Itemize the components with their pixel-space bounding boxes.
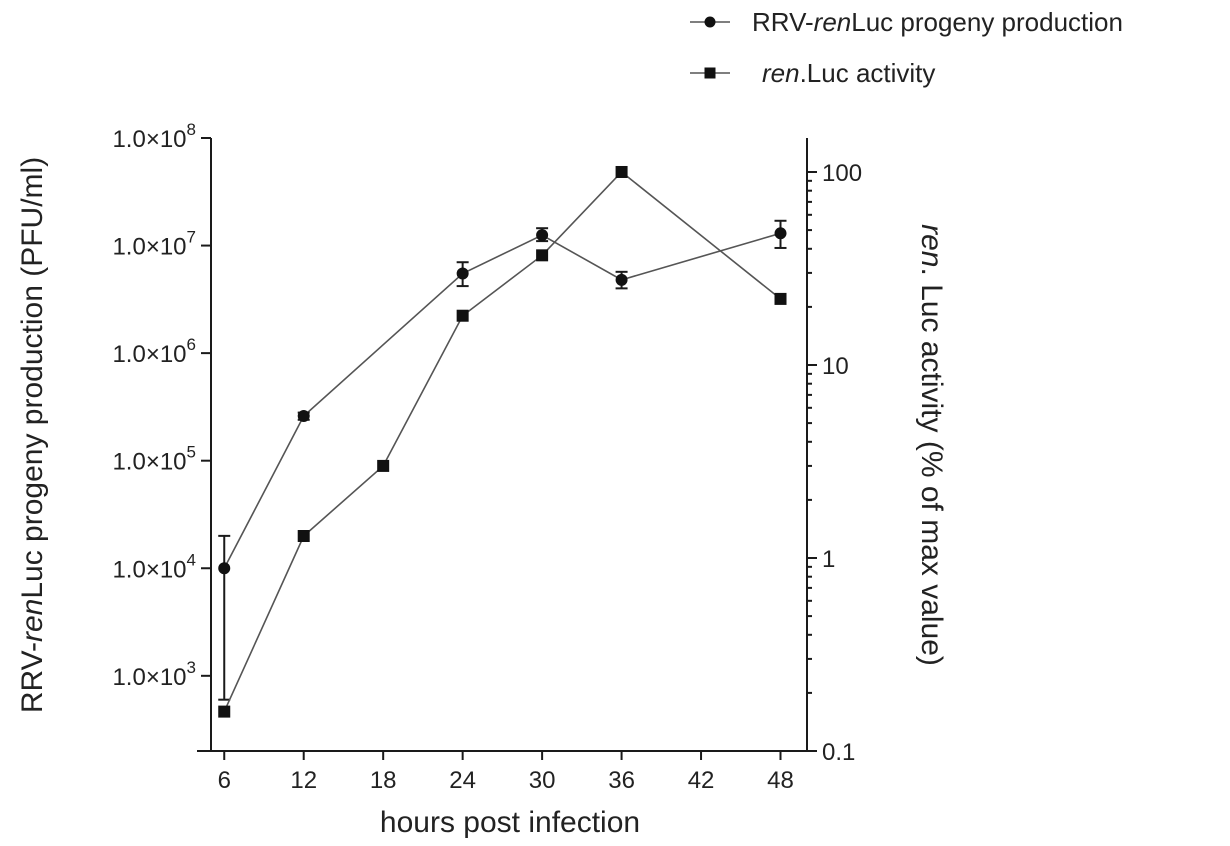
data-point-circle (456, 267, 469, 280)
data-point-circle (774, 227, 787, 240)
x-tick-label: 18 (370, 767, 397, 794)
y-right-tick-label: 10 (822, 353, 849, 380)
x-axis-ticks: 6 12 18 24 30 36 42 48 (218, 751, 794, 794)
legend-marker-square (704, 67, 716, 79)
x-axis-title: hours post infection (380, 806, 640, 839)
y-right-tick-label: 100 (822, 160, 862, 187)
data-point-square (377, 459, 390, 472)
data-point-circle (536, 229, 549, 242)
data-point-circle (218, 562, 231, 575)
x-tick-label: 24 (449, 767, 476, 794)
x-tick-label: 48 (767, 767, 794, 794)
legend: RRV-renLuc progeny production ren.Luc ac… (690, 7, 1123, 88)
series-layer (218, 165, 787, 718)
series-line (223, 232, 781, 569)
y-axis-left-title: RRV-renLuc progeny production (PFU/ml) (16, 157, 49, 713)
legend-marker-circle (704, 16, 716, 28)
legend-item-progeny: RRV-renLuc progeny production (690, 7, 1123, 37)
x-tick-label: 42 (688, 767, 715, 794)
y-left-tick-label: 1.0×103 (112, 658, 196, 691)
data-point-square (536, 249, 549, 262)
y-axis-right-ticks: 0.1 1 10 100 (807, 160, 862, 766)
data-point-square (456, 309, 469, 322)
legend-label-progeny: RRV-renLuc progeny production (752, 7, 1123, 37)
series-line (223, 170, 782, 712)
y-left-tick-label: 1.0×106 (112, 335, 196, 368)
y-axis-right-title: ren. Luc activity (% of max value) (915, 224, 948, 666)
x-tick-label: 36 (608, 767, 635, 794)
x-tick-label: 12 (290, 767, 317, 794)
x-tick-label: 6 (218, 767, 231, 794)
data-point-circle (615, 273, 628, 286)
x-tick-label: 30 (529, 767, 556, 794)
data-point-square (218, 705, 231, 718)
series-luc (218, 165, 787, 718)
y-right-tick-label: 1 (822, 546, 835, 573)
data-point-circle (297, 410, 310, 423)
series-progeny (218, 219, 787, 701)
y-left-tick-label: 1.0×108 (112, 120, 196, 153)
legend-item-luc: ren.Luc activity (690, 58, 935, 88)
y-left-tick-label: 1.0×105 (112, 443, 196, 476)
legend-label-luc: ren.Luc activity (762, 58, 935, 88)
data-point-square (615, 165, 628, 178)
y-right-tick-label: 0.1 (822, 739, 855, 766)
y-axis-left-ticks: 1.0×103 1.0×104 1.0×105 1.0×106 1.0×107 1.0×1… (112, 120, 211, 691)
y-left-tick-label: 1.0×104 (112, 550, 196, 583)
y-left-tick-label: 1.0×107 (112, 228, 196, 261)
data-point-square (297, 530, 310, 543)
data-point-square (774, 292, 787, 305)
